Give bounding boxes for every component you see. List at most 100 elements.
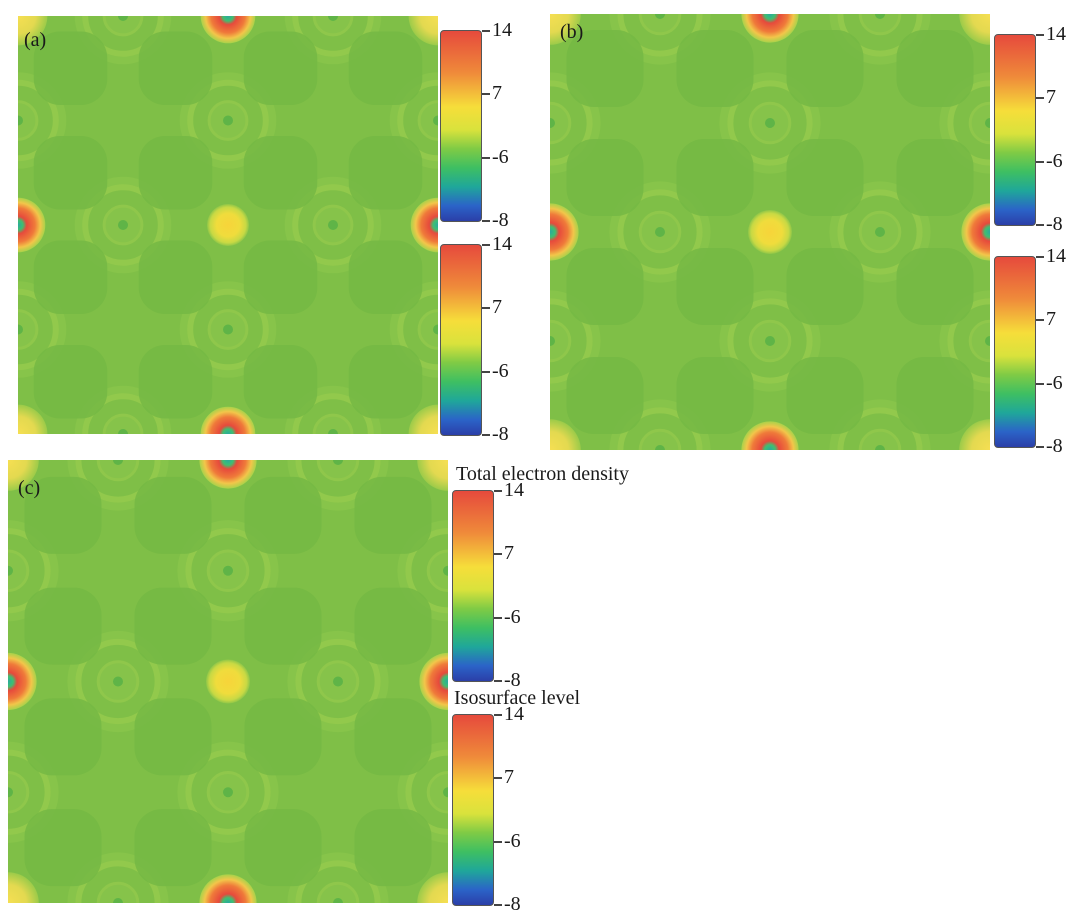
colorbar-tick <box>482 93 490 95</box>
panel-a-density-map <box>18 16 438 434</box>
colorbar-gradient <box>994 34 1036 226</box>
density-depression <box>348 345 423 419</box>
density-depression <box>354 809 432 887</box>
atom-core <box>113 460 123 465</box>
atom-inner-ring <box>858 14 902 36</box>
colorbar-tick-label: -8 <box>1046 213 1063 235</box>
corner-glow <box>8 872 39 903</box>
atom-inner-ring <box>8 770 30 814</box>
atom-inner-ring <box>858 428 902 450</box>
colorbar-gradient <box>452 490 494 682</box>
density-depression <box>24 476 102 554</box>
atom-inner-ring <box>96 460 140 482</box>
density-depression <box>138 31 213 105</box>
atom-core <box>118 16 128 21</box>
density-depression <box>348 240 423 314</box>
density-depression <box>566 357 644 434</box>
panel-b-label: (b) <box>560 21 584 43</box>
colorbar-tick <box>1036 161 1044 163</box>
density-depression <box>33 240 108 314</box>
colorbar-tick-label: -8 <box>1046 435 1063 457</box>
high-density-spot <box>200 16 256 44</box>
colorbar-tick-label: -8 <box>504 893 521 915</box>
colorbar-tick-label: 14 <box>492 19 512 41</box>
corner-glow <box>417 872 448 903</box>
density-depression <box>33 31 108 105</box>
central-density-spot <box>207 204 249 246</box>
atom-core <box>333 898 343 903</box>
density-depression <box>243 345 318 419</box>
density-depression <box>134 809 212 887</box>
atom-core <box>443 787 448 798</box>
colorbar-tick <box>494 617 502 619</box>
atom-core <box>328 220 338 230</box>
colorbar-tick-label: -8 <box>492 423 509 445</box>
colorbar-tick-label: 7 <box>1046 86 1056 108</box>
density-depression <box>134 698 212 776</box>
panel-c-label: (c) <box>18 477 41 499</box>
panel-c-density-map <box>8 460 448 903</box>
high-density-spot <box>199 460 257 489</box>
atom-core <box>333 460 343 465</box>
corner-glow <box>18 16 48 46</box>
atom-inner-ring <box>417 309 438 350</box>
atom-inner-ring <box>312 413 354 434</box>
atom-core <box>875 14 885 19</box>
colorbar-tick-label: 7 <box>1046 308 1056 330</box>
atom-core <box>328 429 338 434</box>
density-depression <box>896 139 974 216</box>
atom-core <box>433 324 438 335</box>
central-density-spot <box>206 659 250 704</box>
panel-b-density-map <box>550 14 990 450</box>
density-depression <box>134 476 212 554</box>
density-depression <box>138 345 213 419</box>
colorbar-tick <box>1036 34 1044 36</box>
high-density-spot <box>419 652 448 711</box>
density-depression <box>138 136 213 210</box>
density-depression <box>244 809 322 887</box>
colorbar-tick <box>482 30 490 32</box>
density-depression <box>24 587 102 665</box>
density-depression <box>896 30 974 107</box>
atom-core <box>223 115 233 126</box>
atom-inner-ring <box>638 14 682 36</box>
density-depression <box>786 139 864 216</box>
atom-core <box>113 676 123 687</box>
density-depression <box>896 248 974 325</box>
high-density-spot <box>741 14 799 43</box>
colorbar-tick <box>494 680 502 682</box>
panel-b: (b) <box>550 14 990 450</box>
atom-inner-ring <box>102 413 144 434</box>
density-depression <box>243 240 318 314</box>
colorbar-tick-label: 14 <box>504 479 524 501</box>
colorbar-gradient <box>440 244 482 436</box>
atom-inner-ring <box>968 101 990 145</box>
atom-inner-ring <box>638 428 682 450</box>
density-depression <box>676 357 754 434</box>
colorbar-tick-label: 14 <box>492 233 512 255</box>
atom-core <box>223 565 233 576</box>
atom-inner-ring <box>102 16 144 37</box>
atom-core <box>333 676 343 687</box>
colorbar-tick <box>1036 383 1044 385</box>
colorbar-tick <box>482 371 490 373</box>
colorbar-tick-label: -6 <box>1046 150 1063 172</box>
density-depression <box>348 136 423 210</box>
atom-inner-ring <box>417 100 438 141</box>
colorbar-tick <box>1036 97 1044 99</box>
atom-core <box>433 115 438 126</box>
corner-glow <box>408 404 438 434</box>
colorbar-tick-label: 7 <box>504 542 514 564</box>
corner-glow <box>959 419 990 450</box>
colorbar-tick-label: -6 <box>492 146 509 168</box>
density-depression <box>566 139 644 216</box>
colorbar-tick <box>494 490 502 492</box>
density-depression <box>24 809 102 887</box>
density-depression <box>243 136 318 210</box>
high-density-spot <box>18 197 46 253</box>
high-density-spot <box>8 652 37 711</box>
corner-glow <box>8 460 39 491</box>
atom-core <box>765 336 775 346</box>
atom-core <box>118 220 128 230</box>
panel-a: (a) <box>18 16 438 434</box>
